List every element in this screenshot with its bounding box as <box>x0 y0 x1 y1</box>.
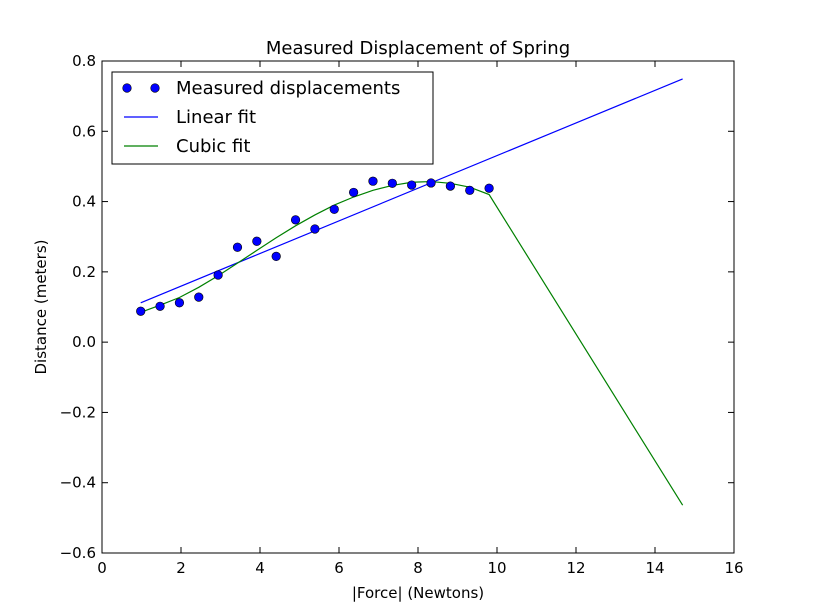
chart-title: Measured Displacement of Spring <box>266 38 570 59</box>
legend-box <box>111 71 434 165</box>
data-point <box>349 187 359 198</box>
legend: Measured displacements Linear fit Cubic fi… <box>111 71 434 165</box>
y-tick-label: −0.4 <box>60 474 96 492</box>
data-point <box>174 298 185 308</box>
data-point <box>465 185 475 195</box>
plot-frame <box>101 60 735 554</box>
y-tick-label: 0.6 <box>72 122 96 140</box>
data-point <box>426 178 436 188</box>
x-tick-label: 10 <box>487 559 506 577</box>
series-layer <box>136 78 684 506</box>
y-tick-label: −0.2 <box>60 403 96 421</box>
data-point <box>194 292 204 302</box>
legend-marker <box>122 83 132 93</box>
legend-label: Linear fit <box>176 107 256 128</box>
legend-label: Cubic fit <box>176 136 250 157</box>
x-tick-label: 6 <box>334 559 344 577</box>
x-tick-label: 0 <box>97 559 107 577</box>
y-tick-label: 0.4 <box>72 193 96 211</box>
y-tick-label: −0.6 <box>60 544 96 562</box>
data-point <box>136 306 146 316</box>
data-point <box>290 215 301 225</box>
x-tick-label: 16 <box>724 559 743 577</box>
data-point <box>329 204 339 214</box>
y-tick-label: 0.8 <box>72 52 96 70</box>
data-point <box>213 270 223 280</box>
data-point <box>252 236 262 246</box>
data-point <box>445 181 455 191</box>
x-tick-label: 8 <box>413 559 423 577</box>
data-point <box>407 180 417 190</box>
data-point <box>271 251 281 261</box>
legend-label: Measured displacements <box>176 78 400 99</box>
x-tick-label: 4 <box>255 559 265 577</box>
legend-marker <box>150 83 160 93</box>
x-tick-label: 14 <box>645 559 664 577</box>
data-point <box>155 301 165 311</box>
linear-fit-line <box>140 78 683 304</box>
data-point <box>368 176 378 186</box>
data-point <box>232 242 243 252</box>
x-tick-label: 2 <box>176 559 186 577</box>
y-tick-label: 0.2 <box>72 263 96 281</box>
x-tick-label: 12 <box>566 559 585 577</box>
data-point <box>387 178 397 188</box>
data-point <box>310 224 320 234</box>
axis-ticks: 0 2 4 6 8 10 12 14 16 −0.6 −0.4 −0.2 0.0 0.2 0.4 0.6 0.8 <box>60 52 744 577</box>
x-axis-label: |Force| (Newtons) <box>352 584 484 602</box>
data-point <box>484 183 494 193</box>
y-axis-label: Distance (meters) <box>32 240 50 375</box>
y-tick-label: 0.0 <box>72 333 96 351</box>
